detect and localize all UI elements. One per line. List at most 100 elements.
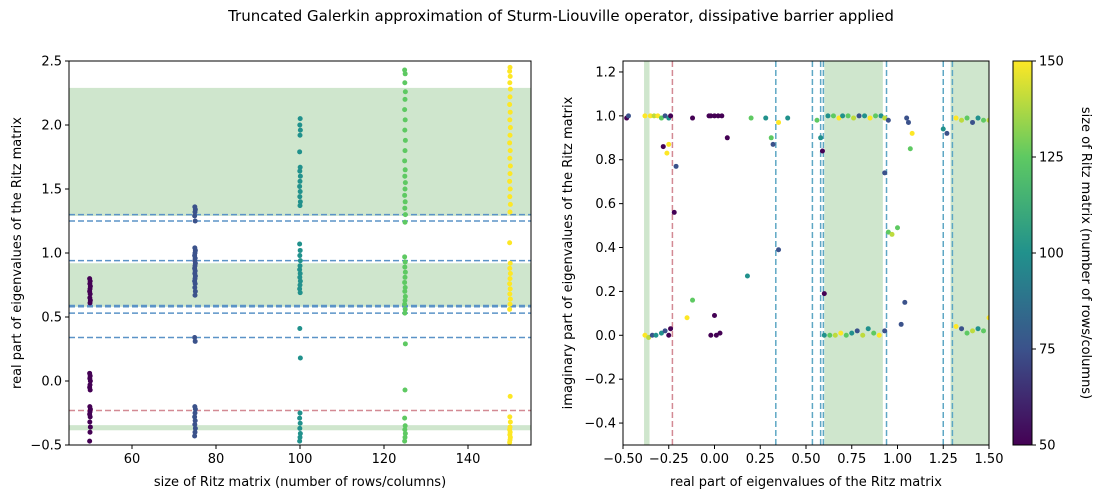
data-point [953, 324, 959, 330]
x-tick-label: 0.75 [837, 452, 866, 467]
data-point [825, 113, 831, 119]
data-point [649, 332, 655, 338]
data-point [873, 113, 879, 119]
data-point [940, 126, 946, 132]
data-point [507, 125, 513, 131]
y-tick-label: 2.0 [41, 119, 62, 134]
data-point [87, 429, 93, 435]
data-point [865, 326, 871, 332]
data-point [402, 254, 408, 260]
data-point [507, 86, 513, 92]
right-x-axis-label: real part of eigenvalues of the Ritz mat… [670, 475, 942, 490]
data-point [964, 330, 970, 336]
data-point [843, 332, 849, 338]
data-point [904, 115, 910, 121]
data-point [87, 382, 93, 388]
right-shaded-bands [644, 61, 989, 445]
x-tick-label: 1.00 [883, 452, 912, 467]
data-point [297, 178, 303, 184]
x-tick-label: 60 [124, 452, 141, 467]
data-point [821, 291, 827, 297]
data-point [192, 245, 198, 251]
data-point [402, 288, 408, 294]
data-point [297, 164, 303, 170]
data-point [192, 204, 198, 210]
data-point [819, 148, 825, 154]
data-point [297, 132, 303, 138]
data-point [192, 334, 198, 340]
data-point [959, 326, 965, 332]
data-point [836, 115, 842, 121]
data-point [87, 404, 93, 410]
left-scatter-points [87, 64, 513, 445]
data-point [975, 326, 981, 332]
y-tick-label: −0.4 [584, 417, 616, 432]
data-point [878, 113, 884, 119]
y-tick-label: 0.6 [595, 197, 616, 212]
data-point [507, 270, 513, 276]
data-point [507, 140, 513, 146]
data-point [668, 113, 674, 119]
data-point [192, 414, 198, 420]
data-point [827, 332, 833, 338]
right-y-axis-label: imaginary part of eigenvalues of the Rit… [561, 96, 576, 409]
data-point [668, 326, 674, 332]
data-point [402, 127, 408, 133]
data-point [507, 132, 513, 138]
data-point [87, 419, 93, 425]
data-point [402, 199, 408, 205]
data-point [642, 332, 648, 338]
data-point [297, 168, 303, 174]
data-point [885, 117, 891, 123]
data-point [871, 330, 877, 336]
colorbar-gradient [1012, 60, 1033, 446]
data-point [845, 113, 851, 119]
data-point [671, 209, 677, 215]
data-point [507, 276, 513, 282]
right-x-ticks: −0.50 −0.25 0.00 0.25 0.50 0.75 1.00 1.25 1.50 [603, 445, 1003, 467]
data-point [402, 430, 408, 436]
data-point [507, 194, 513, 200]
data-point [402, 205, 408, 211]
data-point [690, 115, 696, 121]
right-scatter-points [624, 113, 989, 340]
data-point [712, 113, 717, 119]
data-point [876, 332, 882, 338]
data-point [684, 315, 690, 321]
colorbar-tick-label: 125 [1039, 151, 1064, 166]
data-point [402, 137, 408, 143]
data-point [724, 135, 730, 141]
data-point [719, 113, 725, 119]
data-point [889, 231, 895, 237]
data-point [507, 260, 513, 266]
data-point [402, 285, 408, 291]
data-point [507, 109, 513, 115]
data-point [402, 306, 408, 312]
data-point [785, 115, 791, 121]
data-point [192, 425, 198, 431]
data-point [192, 288, 198, 294]
data-point [818, 135, 824, 141]
data-point [297, 189, 303, 195]
data-point [507, 286, 513, 292]
right-plot: −0.50 −0.25 0.00 0.25 0.50 0.75 1.00 1.25 1.50 −… [561, 60, 1003, 490]
data-point [851, 115, 857, 121]
data-point [87, 370, 93, 376]
data-point [838, 330, 844, 336]
data-point [882, 328, 888, 334]
data-point [402, 158, 408, 164]
data-point [402, 186, 408, 192]
shaded-band [950, 61, 989, 445]
data-point [944, 130, 950, 136]
data-point [849, 330, 855, 336]
data-point [832, 332, 838, 338]
y-tick-label: −0.2 [584, 373, 616, 388]
colorbar-tick-label: 75 [1039, 343, 1056, 358]
data-point [192, 218, 198, 224]
data-point [666, 332, 672, 338]
data-point [712, 313, 717, 319]
data-point [297, 270, 303, 276]
data-point [192, 285, 198, 291]
data-point [402, 107, 408, 113]
data-point [297, 278, 303, 284]
